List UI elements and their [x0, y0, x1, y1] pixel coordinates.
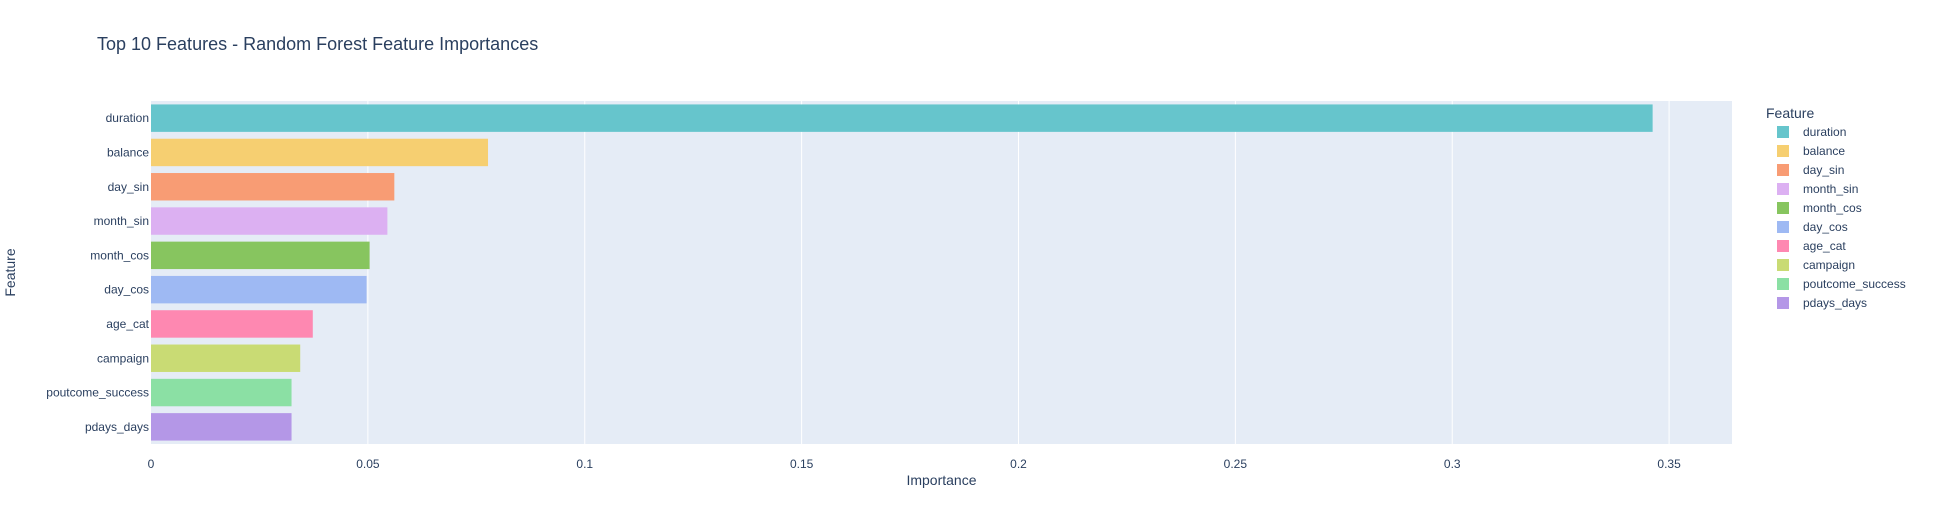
y-axis-title: Feature: [2, 248, 18, 296]
bar-day_cos[interactable]: [151, 275, 367, 304]
y-tick-labels: duration balance day_sin month_sin month_cos…: [46, 111, 149, 434]
legend-item-age_cat[interactable]: age_cat: [1777, 239, 1846, 253]
bar-pdays_days[interactable]: [151, 413, 292, 441]
legend-swatch: [1777, 183, 1789, 195]
legend-swatch: [1777, 297, 1789, 309]
legend-label: day_sin: [1803, 163, 1844, 177]
bar-balance[interactable]: [151, 138, 489, 167]
y-tick-label: balance: [107, 145, 149, 159]
legend-swatch: [1777, 259, 1789, 271]
legend-items: duration balance day_sin month_sin month_cos…: [1777, 125, 1906, 310]
legend-label: balance: [1803, 144, 1845, 158]
y-tick-label: pdays_days: [85, 420, 149, 434]
y-tick-label: duration: [106, 111, 149, 125]
legend-swatch: [1777, 221, 1789, 233]
legend-item-month_sin[interactable]: month_sin: [1777, 182, 1858, 196]
x-tick-labels: 0 0.05 0.1 0.15 0.2 0.25 0.3 0.35: [148, 457, 1681, 471]
x-axis-title: Importance: [906, 472, 976, 488]
bar-month_cos[interactable]: [151, 241, 370, 270]
legend-item-month_cos[interactable]: month_cos: [1777, 201, 1862, 215]
y-tick-label: age_cat: [106, 317, 149, 331]
legend-label: duration: [1803, 125, 1846, 139]
bar-duration[interactable]: [151, 104, 1653, 132]
legend-label: age_cat: [1803, 239, 1846, 253]
y-tick-label: poutcome_success: [46, 386, 149, 400]
y-tick-label: day_cos: [104, 283, 149, 297]
bar-age_cat[interactable]: [151, 310, 313, 338]
bar-campaign[interactable]: [151, 344, 301, 372]
bar-poutcome_success[interactable]: [151, 378, 292, 407]
x-tick-label: 0.2: [1010, 457, 1027, 471]
legend-label: day_cos: [1803, 220, 1848, 234]
legend-item-campaign[interactable]: campaign: [1777, 258, 1855, 272]
legend-swatch: [1777, 240, 1789, 252]
x-tick-label: 0: [148, 457, 155, 471]
legend-swatch: [1777, 126, 1789, 138]
y-tick-label: month_cos: [90, 248, 149, 262]
bar-day_sin[interactable]: [151, 173, 395, 201]
legend-swatch: [1777, 278, 1789, 290]
legend-item-poutcome_success[interactable]: poutcome_success: [1777, 277, 1906, 291]
x-tick-label: 0.3: [1444, 457, 1461, 471]
legend-item-duration[interactable]: duration: [1777, 125, 1846, 139]
x-tick-label: 0.05: [356, 457, 380, 471]
y-tick-label: campaign: [97, 351, 149, 365]
legend-label: month_sin: [1803, 182, 1858, 196]
y-tick-label: month_sin: [94, 214, 149, 228]
y-tick-label: day_sin: [108, 180, 149, 194]
legend-label: campaign: [1803, 258, 1855, 272]
legend: Feature duration balance day_sin month_sinm…: [1766, 105, 1906, 310]
chart-title: Top 10 Features - Random Forest Feature …: [97, 34, 538, 54]
bars: [151, 104, 1653, 441]
legend-swatch: [1777, 145, 1789, 157]
legend-item-day_sin[interactable]: day_sin: [1777, 163, 1844, 177]
x-tick-label: 0.15: [790, 457, 814, 471]
legend-swatch: [1777, 202, 1789, 214]
x-tick-label: 0.1: [576, 457, 593, 471]
legend-label: pdays_days: [1803, 296, 1867, 310]
x-tick-label: 0.25: [1224, 457, 1248, 471]
legend-item-balance[interactable]: balance: [1777, 144, 1845, 158]
legend-label: poutcome_success: [1803, 277, 1906, 291]
legend-item-pdays_days[interactable]: pdays_days: [1777, 296, 1867, 310]
bar-month_sin[interactable]: [151, 207, 388, 235]
x-tick-label: 0.35: [1657, 457, 1681, 471]
legend-title: Feature: [1766, 105, 1814, 121]
legend-item-day_cos[interactable]: day_cos: [1777, 220, 1848, 234]
legend-swatch: [1777, 164, 1789, 176]
legend-label: month_cos: [1803, 201, 1862, 215]
